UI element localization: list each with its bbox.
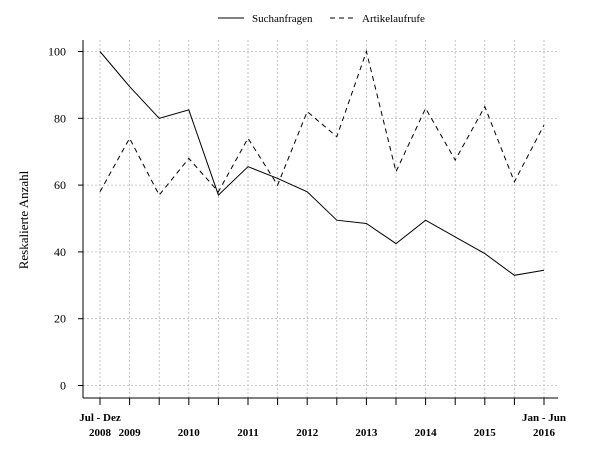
- x-tick-label: 2010: [178, 427, 201, 439]
- x-tick-label: 2012: [296, 427, 319, 439]
- y-tick-label: 20: [54, 312, 66, 326]
- legend: Suchanfragen Artikelaufrufe: [218, 13, 425, 25]
- series-line-artikelaufrufe: [99, 49, 545, 197]
- legend-label: Suchanfragen: [252, 13, 313, 25]
- x-tick-label: 2014: [415, 427, 438, 439]
- y-tick-label: 60: [54, 178, 66, 192]
- grid-lines: [83, 40, 558, 398]
- x-tick-label: 2011: [237, 427, 258, 439]
- x-tick-label: 2013: [355, 427, 378, 439]
- y-axis-title: Reskalierte Anzahl: [16, 170, 31, 269]
- y-tick-label: 0: [60, 379, 66, 393]
- legend-label: Artikelaufrufe: [362, 13, 425, 25]
- series-line-suchanfragen: [99, 51, 545, 276]
- x-tick-label: 2008: [89, 427, 112, 439]
- y-tick-label: 80: [54, 111, 66, 125]
- x-tick-label: 2015: [474, 427, 497, 439]
- x-tick-label-top: Jan - Jun: [522, 412, 566, 424]
- series-lines: [99, 49, 545, 276]
- x-tick-label: 2009: [119, 427, 142, 439]
- y-tick-label: 100: [48, 45, 66, 59]
- axes: 0 20 40 60 80 100 Jul - Dez 2008 2009 2010 2011 201…: [48, 40, 566, 439]
- x-tick-label: 2016: [533, 427, 556, 439]
- y-tick-label: 40: [54, 245, 66, 259]
- x-tick-label-top: Jul - Dez: [79, 412, 121, 424]
